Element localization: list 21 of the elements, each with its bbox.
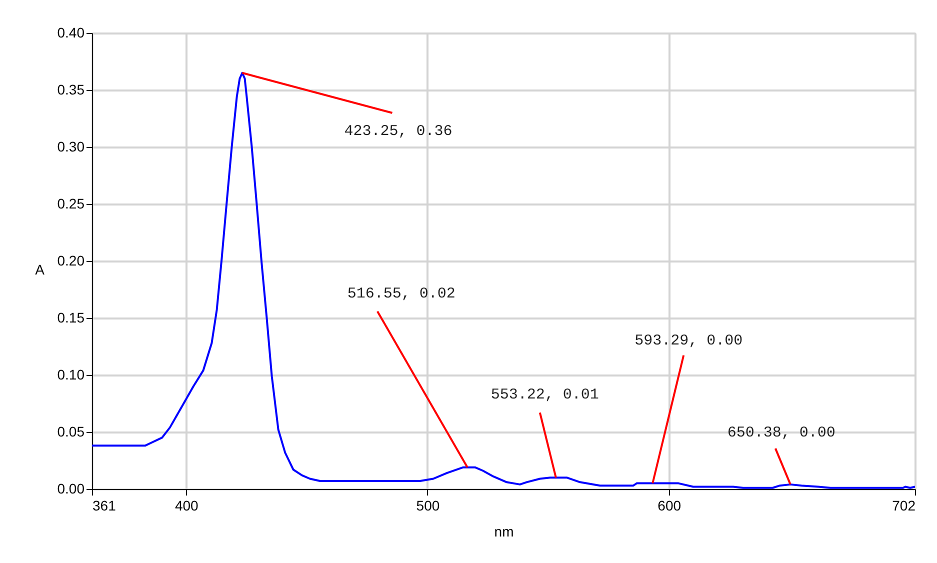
y-tick-label: 0.35 [57, 82, 85, 98]
annotation: 516.55, 0.02 [347, 285, 456, 302]
x-tick-label: 500 [416, 498, 440, 514]
x-tick-label: 702 [892, 498, 916, 514]
x-axis-title: nm [494, 524, 514, 540]
y-tick-label: 0.20 [57, 252, 85, 268]
y-tick-label: 0.15 [57, 310, 85, 326]
y-axis-title: A [35, 262, 46, 278]
y-tick-label: 0.10 [57, 366, 85, 382]
x-tick-label: 400 [174, 498, 199, 514]
y-tick-label: 0.25 [57, 196, 85, 212]
y-tick-label: 0.30 [57, 138, 85, 154]
y-tick-label: 0.05 [57, 424, 85, 440]
annotation: 423.25, 0.36 [344, 122, 452, 140]
annotation: 593.29, 0.00 [634, 332, 743, 350]
y-tick-label: 0.00 [57, 480, 85, 496]
x-tick-label: 600 [658, 498, 682, 514]
annotation: 650.38, 0.00 [727, 424, 836, 442]
annotation: 553.22, 0.01 [490, 386, 599, 404]
y-tick-label: 0.40 [57, 24, 85, 40]
x-tick-label: 361 [92, 498, 116, 514]
